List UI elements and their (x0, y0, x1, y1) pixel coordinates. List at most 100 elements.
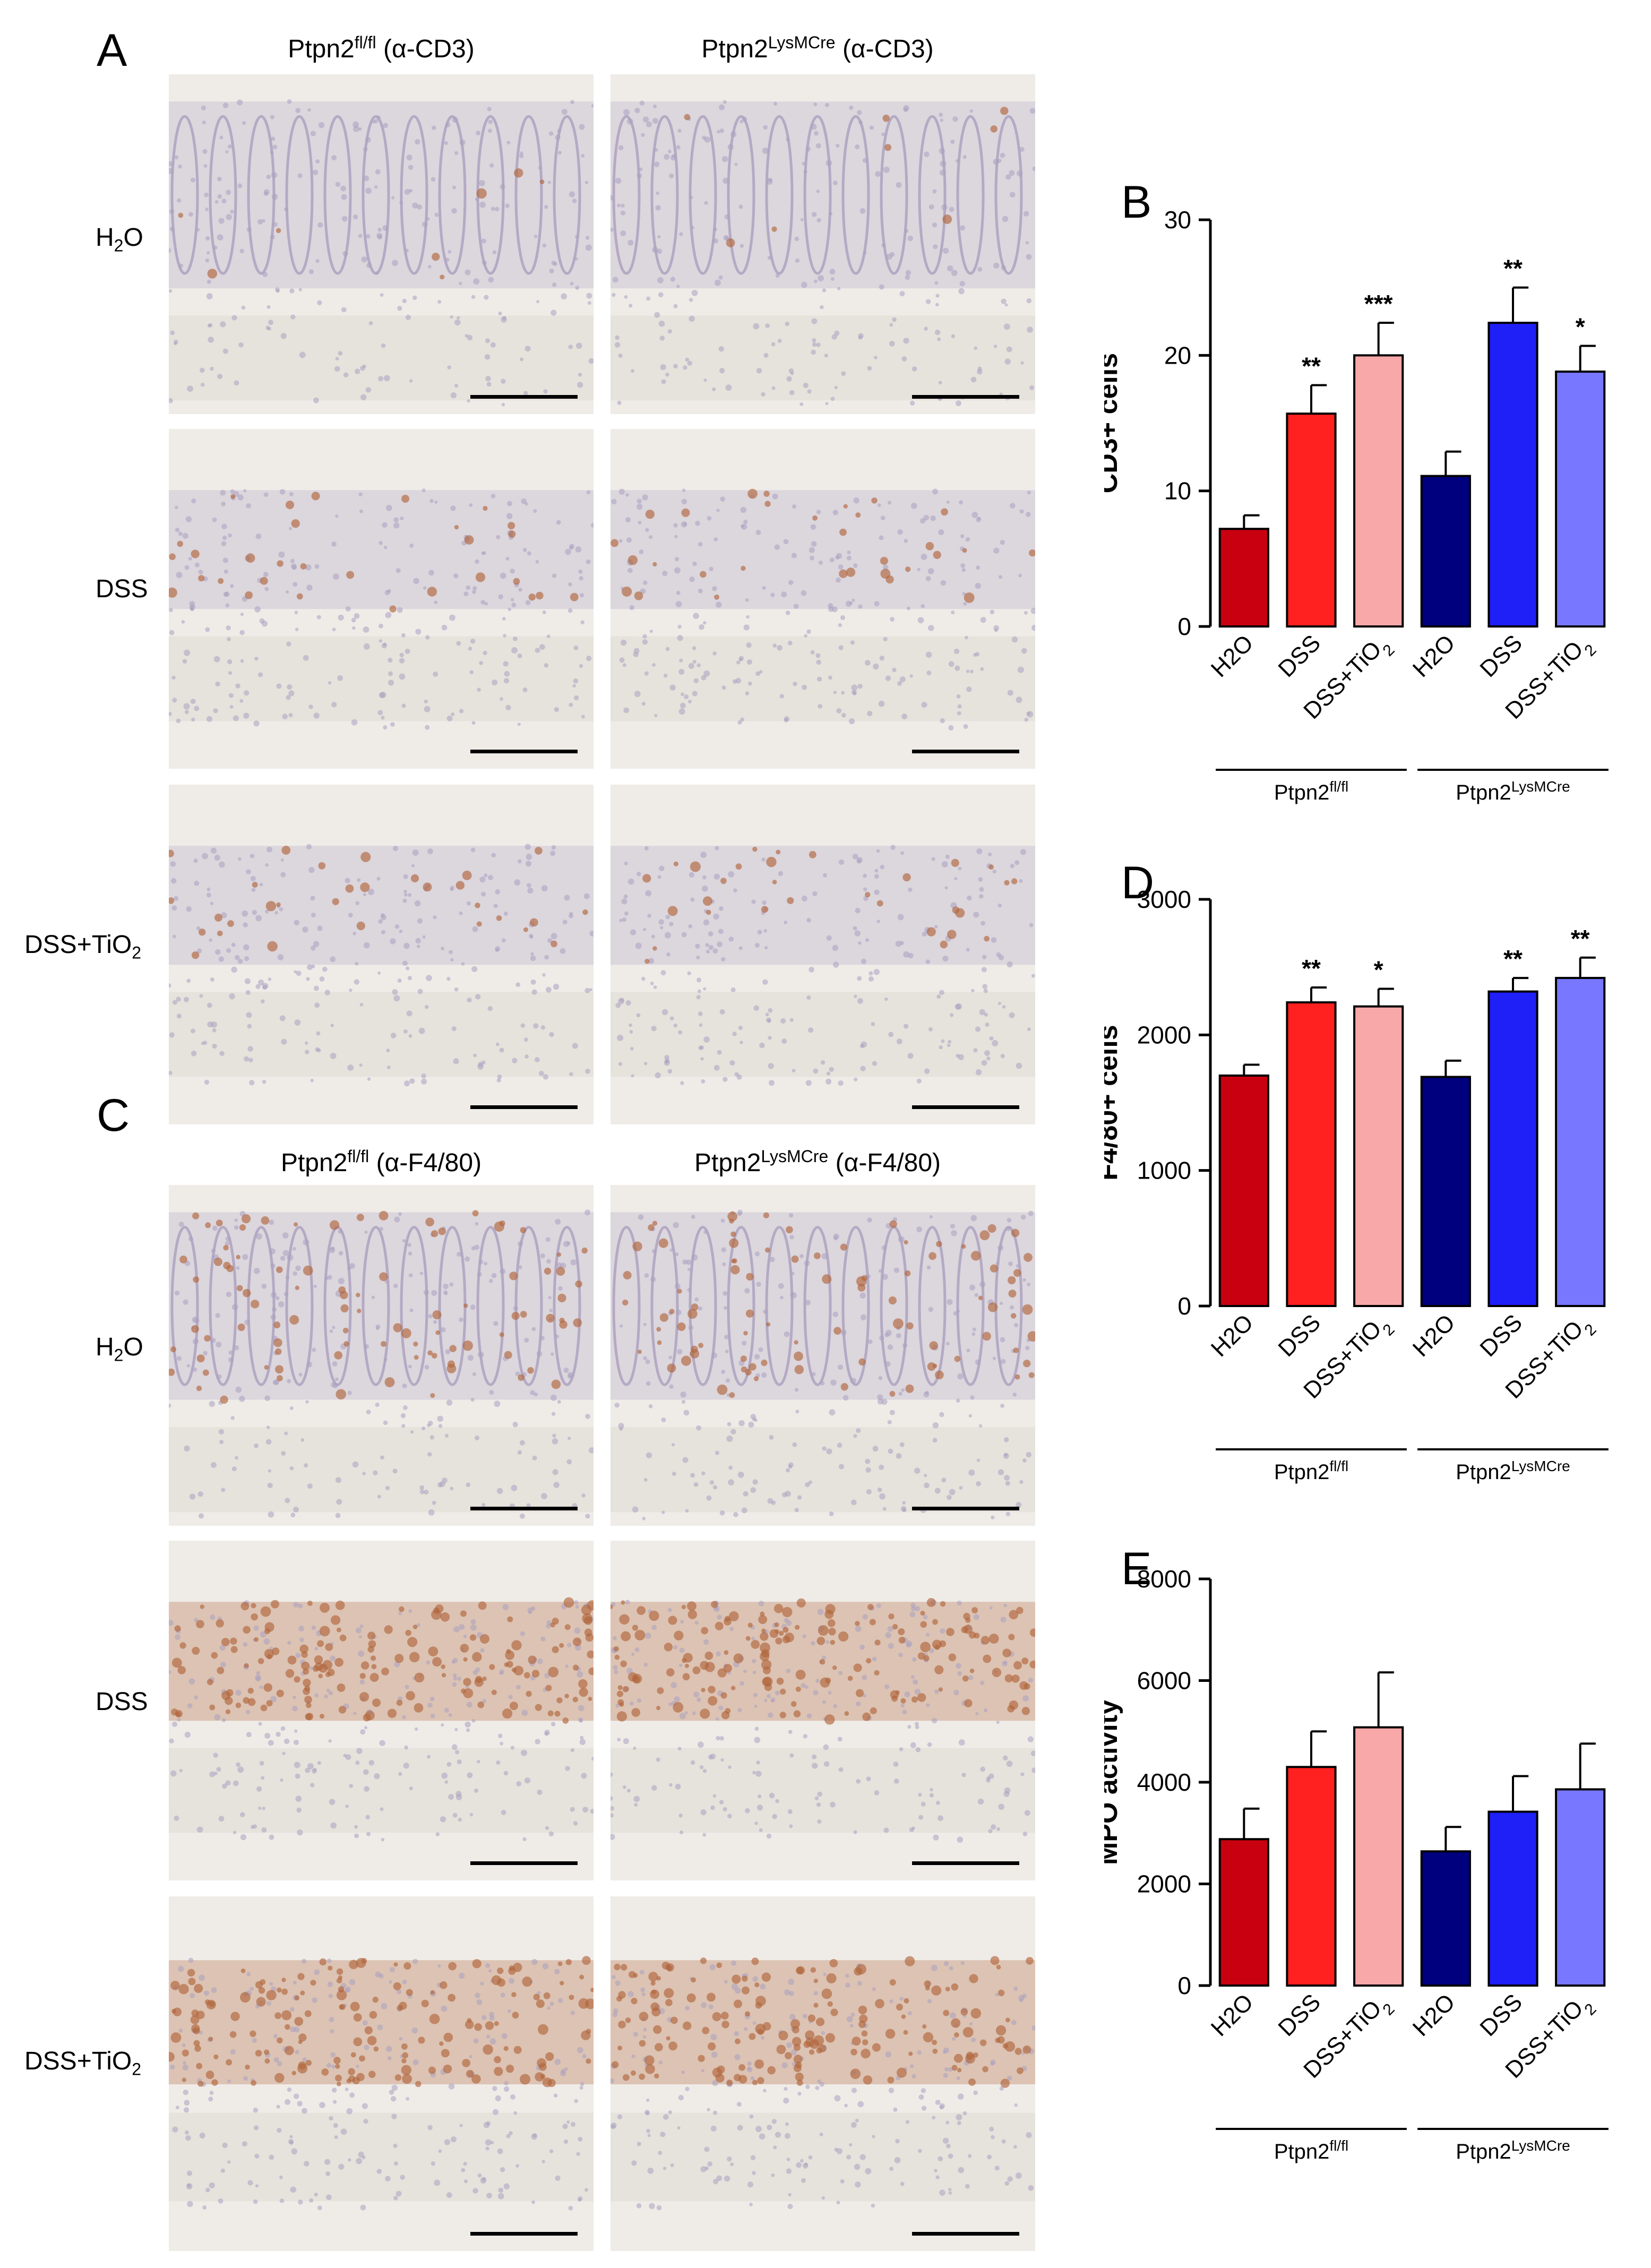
significance-label: *** (1364, 290, 1393, 317)
micrograph-cd3-h2o-lysmcre (610, 74, 1035, 414)
scale-bar (912, 1861, 1019, 1865)
panel-letter-e: E (1121, 1543, 1152, 1594)
row-label-dss-tio2: DSS+TiO2 (24, 931, 142, 963)
bar (1420, 1076, 1471, 1307)
x-tick-label: DSS (1273, 1989, 1326, 2041)
micrograph-f480-tio2-flfl (169, 1896, 594, 2251)
bar (1420, 1850, 1471, 1987)
bar (1218, 1838, 1269, 1987)
y-axis-label: CD3+ cells (1104, 353, 1123, 494)
x-tick-label: H2O (1206, 1309, 1259, 1362)
bar (1218, 528, 1269, 628)
row-label-dss-tio2-f480: DSS+TiO2 (24, 2047, 142, 2079)
bar (1555, 977, 1606, 1308)
row-label-dss: DSS (96, 575, 148, 603)
group-label: Ptpn2fl/fl (1274, 1458, 1348, 1484)
y-tick-label: 1000 (1137, 1157, 1191, 1184)
micrograph-f480-tio2-lysmcre (610, 1896, 1035, 2251)
group-label: Ptpn2LysMCre (1456, 1458, 1570, 1484)
scale-bar (470, 1105, 578, 1109)
bar (1353, 354, 1404, 628)
panel-letter-d: D (1121, 857, 1155, 908)
group-label: Ptpn2LysMCre (1456, 2137, 1570, 2164)
micrograph-f480-h2o-flfl (169, 1185, 594, 1526)
bar (1487, 990, 1538, 1308)
y-tick-label: 3000 (1137, 886, 1191, 913)
y-tick-label: 0 (1177, 613, 1191, 640)
x-tick-label: DSS (1273, 1309, 1326, 1362)
scale-bar (470, 395, 578, 399)
bar (1555, 1788, 1606, 1987)
chart-panel-b: 0 10 20 30 CD3+ cells H2O ** DSS *** DSS+TiO2 H2O *… (1093, 175, 1646, 834)
bar (1353, 1005, 1404, 1308)
y-tick-label: 0 (1177, 1972, 1191, 1999)
y-tick-label: 6000 (1137, 1667, 1191, 1695)
x-tick-label: DSS (1475, 1309, 1527, 1362)
y-tick-label: 30 (1164, 206, 1191, 234)
cd3-header-flfl: Ptpn2fl/fl (α-CD3) (288, 33, 475, 63)
x-tick-label: DSS (1273, 630, 1326, 682)
x-tick-label: H2O (1408, 1989, 1460, 2041)
significance-label: ** (1571, 925, 1590, 952)
group-label: Ptpn2fl/fl (1274, 778, 1348, 805)
x-tick-label: DSS (1475, 1989, 1527, 2041)
micrograph-cd3-dss-flfl (169, 429, 594, 769)
y-tick-label: 20 (1164, 341, 1191, 369)
row-label-h2o: H2O (96, 224, 143, 255)
scale-bar (470, 1507, 578, 1510)
panel-letter-a: A (97, 25, 127, 76)
x-tick-label: H2O (1408, 1309, 1460, 1362)
bar (1555, 370, 1606, 628)
micrograph-cd3-tio2-lysmcre (610, 785, 1035, 1124)
significance-label: ** (1302, 955, 1321, 982)
bar (1218, 1074, 1269, 1307)
y-axis-label: F4/80+ cells (1104, 1025, 1123, 1180)
micrograph-cd3-dss-lysmcre (610, 429, 1035, 769)
scale-bar (912, 2232, 1019, 2236)
scale-bar (470, 750, 578, 753)
row-label-dss-f480: DSS (96, 1688, 148, 1716)
micrograph-f480-dss-lysmcre (610, 1541, 1035, 1880)
significance-label: ** (1302, 353, 1321, 380)
micrograph-cd3-tio2-flfl (169, 785, 594, 1124)
x-tick-label: DSS (1475, 630, 1527, 682)
micrograph-f480-dss-flfl (169, 1541, 594, 1880)
significance-label: ** (1503, 255, 1523, 282)
row-label-h2o-f480: H2O (96, 1333, 143, 1365)
bar (1286, 1766, 1337, 1987)
scale-bar (912, 1105, 1019, 1109)
y-tick-label: 4000 (1137, 1768, 1191, 1796)
y-tick-label: 2000 (1137, 1021, 1191, 1049)
f480-header-flfl: Ptpn2fl/fl (α-F4/80) (280, 1147, 482, 1177)
chart-panel-e: 0 2000 4000 6000 8000 MPO activity H2O DSS DSS+T… (1093, 1534, 1646, 2193)
scale-bar (912, 750, 1019, 753)
y-axis-label: MPO activity (1104, 1699, 1123, 1865)
group-label: Ptpn2LysMCre (1456, 778, 1570, 805)
y-tick-label: 8000 (1137, 1565, 1191, 1593)
cd3-header-lysmcre: Ptpn2LysMCre (α-CD3) (701, 33, 934, 63)
bar (1487, 322, 1538, 628)
y-tick-label: 10 (1164, 477, 1191, 505)
scale-bar (470, 2232, 578, 2236)
f480-header-lysmcre: Ptpn2LysMCre (α-F4/80) (694, 1147, 941, 1177)
group-label: Ptpn2fl/fl (1274, 2137, 1348, 2164)
x-tick-label: H2O (1206, 630, 1259, 682)
x-tick-label: H2O (1408, 630, 1460, 682)
scale-bar (470, 1861, 578, 1865)
bar (1286, 413, 1337, 628)
micrograph-f480-h2o-lysmcre (610, 1185, 1035, 1526)
bar (1420, 475, 1471, 628)
micrograph-cd3-h2o-flfl (169, 74, 594, 414)
bar (1487, 1810, 1538, 1987)
y-tick-label: 0 (1177, 1292, 1191, 1320)
bar (1286, 1001, 1337, 1307)
x-tick-label: H2O (1206, 1989, 1259, 2041)
y-tick-label: 2000 (1137, 1870, 1191, 1898)
scale-bar (912, 1507, 1019, 1510)
significance-label: * (1576, 313, 1585, 340)
chart-panel-d: 0 1000 2000 3000 F4/80+ cells H2O ** DSS * DSS+Ti… (1093, 855, 1646, 1513)
bar (1353, 1726, 1404, 1987)
significance-label: ** (1503, 945, 1523, 973)
significance-label: * (1374, 956, 1383, 984)
panel-letter-c: C (97, 1090, 130, 1141)
